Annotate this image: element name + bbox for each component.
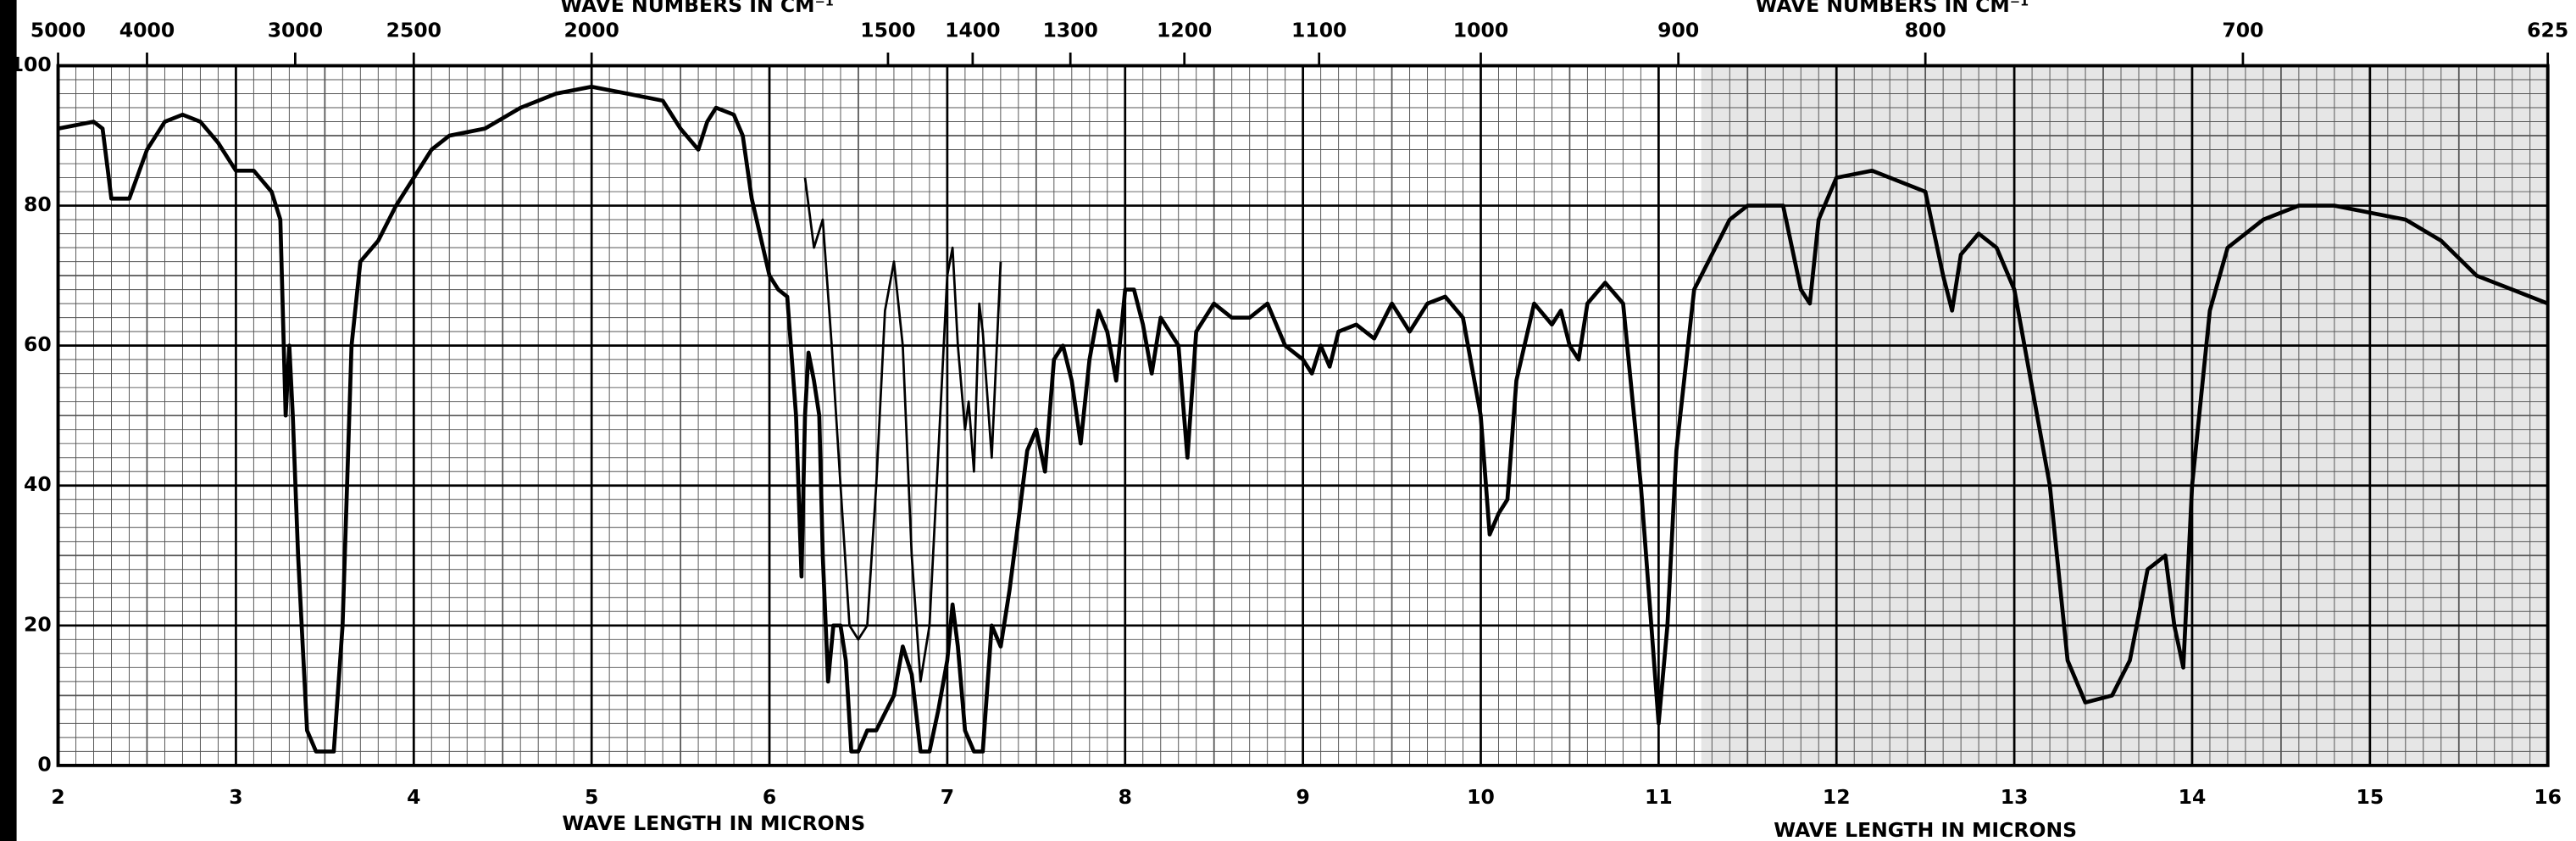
plot-frame <box>56 64 2550 767</box>
y-tick-label: 60 <box>24 332 52 356</box>
y-tick-label: 20 <box>24 612 52 636</box>
x2-tick-label: 2000 <box>564 18 619 42</box>
x-tick-label: 5 <box>585 785 598 809</box>
x2-tick-label: 1100 <box>1291 18 1346 42</box>
x-tick-label: 9 <box>1296 785 1309 809</box>
x-tick-label: 3 <box>229 785 242 809</box>
x2-tick-label: 4000 <box>119 18 175 42</box>
x2-tick-label: 1200 <box>1157 18 1212 42</box>
x-tick-label: 6 <box>763 785 776 809</box>
x2-tick-label: 700 <box>2222 18 2263 42</box>
x-tick-label: 11 <box>1645 785 1673 809</box>
x2-tick-label: 1000 <box>1453 18 1508 42</box>
x-tick-label: 15 <box>2356 785 2384 809</box>
x-tick-label: 16 <box>2534 785 2562 809</box>
x2-axis-label: WAVE NUMBERS IN CM⁻¹ <box>560 0 834 17</box>
x-tick-label: 14 <box>2179 785 2207 809</box>
x-tick-label: 10 <box>1467 785 1495 809</box>
y-tick-label: 0 <box>37 752 51 776</box>
x2-tick-label: 1400 <box>945 18 1000 42</box>
x2-tick-label: 625 <box>2527 18 2568 42</box>
x2-tick-label: 5000 <box>31 18 86 42</box>
x2-axis-label: WAVE NUMBERS IN CM⁻¹ <box>1756 0 2029 17</box>
x-tick-label: 7 <box>941 785 954 809</box>
x2-tick-label: 3000 <box>268 18 323 42</box>
y-tick-label: 40 <box>24 472 52 496</box>
y-tick-label: 100 <box>10 53 52 76</box>
spectrum-line <box>58 84 2549 754</box>
x-tick-label: 2 <box>51 785 64 809</box>
x2-tick-label: 1500 <box>860 18 915 42</box>
x-tick-label: 12 <box>1823 785 1851 809</box>
spectrum-line <box>803 177 1002 683</box>
x2-tick-label: 900 <box>1657 18 1699 42</box>
x-axis-label: WAVE LENGTH IN MICRONS <box>562 811 865 835</box>
x-tick-label: 8 <box>1119 785 1132 809</box>
scan-edge <box>0 0 17 841</box>
x2-tick-label: 2500 <box>386 18 441 42</box>
x2-tick-label: 1300 <box>1043 18 1098 42</box>
x-tick-label: 13 <box>2001 785 2029 809</box>
x2-tick-label: 800 <box>1905 18 1946 42</box>
x-tick-label: 4 <box>407 785 420 809</box>
y-tick-label: 80 <box>24 192 52 216</box>
x-axis-label: WAVE LENGTH IN MICRONS <box>1774 818 2077 841</box>
